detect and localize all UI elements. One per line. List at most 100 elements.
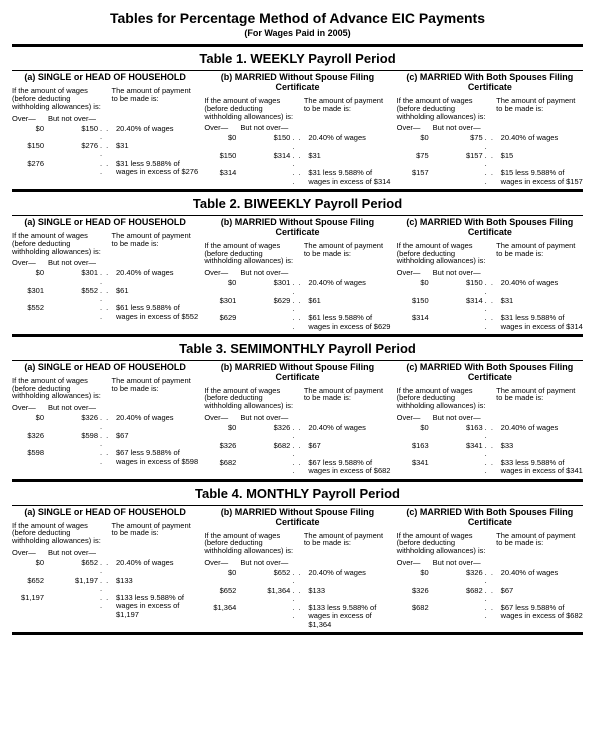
data-row: $314. . .$31 less 9.588% of wages in exc… xyxy=(397,314,583,331)
condition-left: If the amount of wages (before deducting… xyxy=(12,232,108,256)
subtitle: (For Wages Paid in 2005) xyxy=(12,28,583,38)
data-row: $301$552. . .$61 xyxy=(12,287,198,304)
condition-row: If the amount of wages (before deducting… xyxy=(12,522,198,546)
tables-host: Table 1. WEEKLY Payroll Period(a) SINGLE… xyxy=(12,51,583,635)
leader-dots: . . . xyxy=(485,134,499,151)
range-header: Over—But not over— xyxy=(397,413,583,422)
but-not-over-label: But not over— xyxy=(240,558,390,567)
data-row: $552. . .$61 less 9.588% of wages in exc… xyxy=(12,304,198,321)
payment-value: $31 xyxy=(308,152,390,160)
range-header: Over—But not over— xyxy=(12,403,198,412)
leader-dots: . . . xyxy=(292,587,306,604)
column-c: (c) MARRIED With Both Spouses Filing Cer… xyxy=(397,73,583,187)
condition-left: If the amount of wages (before deducting… xyxy=(204,97,300,121)
but-not-over-label: But not over— xyxy=(240,268,390,277)
but-not-over-label: But not over— xyxy=(240,123,390,132)
condition-row: If the amount of wages (before deducting… xyxy=(204,97,390,121)
leader-dots: . . . xyxy=(100,577,114,594)
over-value: $301 xyxy=(12,287,46,295)
payment-value: $133 xyxy=(308,587,390,595)
over-value: $163 xyxy=(397,442,431,450)
over-label: Over— xyxy=(12,114,46,123)
data-row: $1,364. . .$133 less 9.588% of wages in … xyxy=(204,604,390,629)
but-not-over-label: But not over— xyxy=(48,258,198,267)
rule-thin xyxy=(12,360,583,361)
condition-left: If the amount of wages (before deducting… xyxy=(204,387,300,411)
column-heading-a: (a) SINGLE or HEAD OF HOUSEHOLD xyxy=(12,73,198,83)
rule-top xyxy=(12,44,583,47)
payment-value: 20.40% of wages xyxy=(116,559,198,567)
leader-dots: . . . xyxy=(292,279,306,296)
column-c: (c) MARRIED With Both Spouses Filing Cer… xyxy=(397,363,583,477)
but-not-over-label: But not over— xyxy=(48,114,198,123)
condition-right: The amount of payment to be made is: xyxy=(304,387,391,411)
column-heading-b: (b) MARRIED Without Spouse Filing Certif… xyxy=(204,218,390,238)
data-row: $0$150. . .20.40% of wages xyxy=(12,125,198,142)
period-block: Table 1. WEEKLY Payroll Period(a) SINGLE… xyxy=(12,51,583,192)
over-label: Over— xyxy=(397,413,431,422)
leader-dots: . . . xyxy=(485,442,499,459)
condition-row: If the amount of wages (before deducting… xyxy=(12,232,198,256)
data-row: $652$1,197. . .$133 xyxy=(12,577,198,594)
data-row: $163$341. . .$33 xyxy=(397,442,583,459)
over-value: $276 xyxy=(12,160,46,168)
leader-dots: . . . xyxy=(100,304,114,321)
data-row: $0$652. . .20.40% of wages xyxy=(12,559,198,576)
payment-value: $67 less 9.588% of wages in excess of $6… xyxy=(501,604,583,621)
not-over-value: $150 xyxy=(240,134,290,142)
column-c: (c) MARRIED With Both Spouses Filing Cer… xyxy=(397,508,583,630)
payment-value: $31 less 9.588% of wages in excess of $3… xyxy=(501,314,583,331)
leader-dots: . . . xyxy=(292,134,306,151)
condition-row: If the amount of wages (before deducting… xyxy=(397,242,583,266)
over-value: $552 xyxy=(12,304,46,312)
condition-left: If the amount of wages (before deducting… xyxy=(397,242,493,266)
over-value: $0 xyxy=(397,134,431,142)
condition-row: If the amount of wages (before deducting… xyxy=(204,387,390,411)
payment-value: 20.40% of wages xyxy=(308,569,390,577)
table-title: Table 4. MONTHLY Payroll Period xyxy=(12,486,583,501)
over-label: Over— xyxy=(12,548,46,557)
condition-left: If the amount of wages (before deducting… xyxy=(397,387,493,411)
period-block: Table 2. BIWEEKLY Payroll Period(a) SING… xyxy=(12,196,583,337)
period-block: Table 3. SEMIMONTHLY Payroll Period(a) S… xyxy=(12,341,583,482)
leader-dots: . . . xyxy=(485,169,499,186)
rows: $0$75. . .20.40% of wages$75$157. . .$15… xyxy=(397,134,583,186)
payment-value: $33 xyxy=(501,442,583,450)
data-row: $301$629. . .$61 xyxy=(204,297,390,314)
over-value: $652 xyxy=(204,587,238,595)
range-header: Over—But not over— xyxy=(12,114,198,123)
data-row: $0$150. . .20.40% of wages xyxy=(204,134,390,151)
payment-value: 20.40% of wages xyxy=(116,414,198,422)
over-value: $301 xyxy=(204,297,238,305)
over-value: $326 xyxy=(12,432,46,440)
payment-value: 20.40% of wages xyxy=(501,134,583,142)
but-not-over-label: But not over— xyxy=(433,268,583,277)
payment-value: 20.40% of wages xyxy=(308,279,390,287)
not-over-value: $1,364 xyxy=(240,587,290,595)
but-not-over-label: But not over— xyxy=(48,548,198,557)
payment-value: $67 less 9.588% of wages in excess of $6… xyxy=(308,459,390,476)
not-over-value: $157 xyxy=(433,152,483,160)
over-value: $150 xyxy=(397,297,431,305)
leader-dots: . . . xyxy=(292,604,306,621)
leader-dots: . . . xyxy=(100,594,114,611)
data-row: $150$314. . .$31 xyxy=(204,152,390,169)
not-over-value: $652 xyxy=(240,569,290,577)
data-row: $150$276. . .$31 xyxy=(12,142,198,159)
data-row: $0$326. . .20.40% of wages xyxy=(204,424,390,441)
over-value: $0 xyxy=(204,134,238,142)
column-b: (b) MARRIED Without Spouse Filing Certif… xyxy=(204,363,390,477)
rule-thick xyxy=(12,334,583,337)
over-value: $157 xyxy=(397,169,431,177)
data-row: $0$326. . .20.40% of wages xyxy=(12,414,198,431)
leader-dots: . . . xyxy=(485,569,499,586)
over-label: Over— xyxy=(204,558,238,567)
range-header: Over—But not over— xyxy=(12,258,198,267)
leader-dots: . . . xyxy=(485,152,499,169)
not-over-value: $314 xyxy=(240,152,290,160)
column-heading-b: (b) MARRIED Without Spouse Filing Certif… xyxy=(204,508,390,528)
over-label: Over— xyxy=(397,558,431,567)
over-value: $598 xyxy=(12,449,46,457)
condition-row: If the amount of wages (before deducting… xyxy=(12,377,198,401)
leader-dots: . . . xyxy=(100,160,114,177)
